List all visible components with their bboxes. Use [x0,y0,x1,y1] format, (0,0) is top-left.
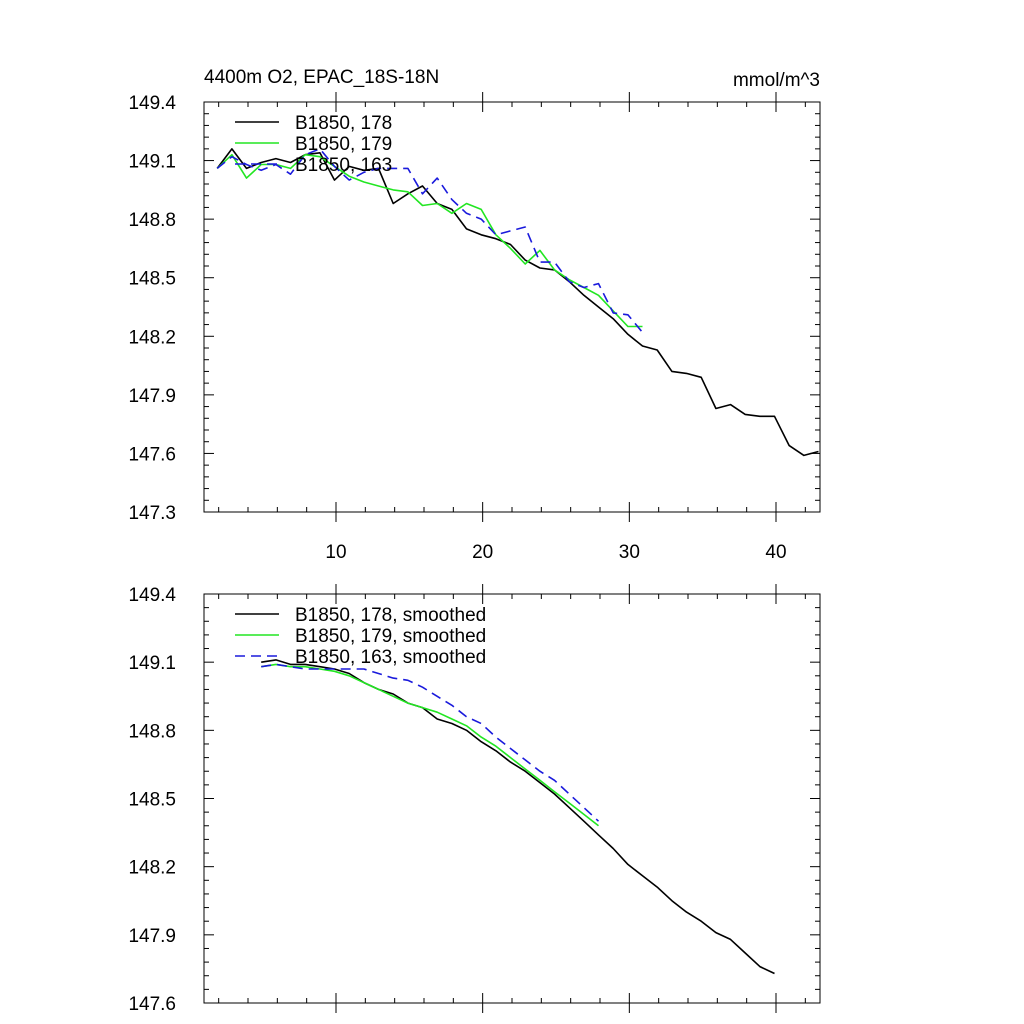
y-tick-label: 147.9 [128,926,176,947]
y-tick-label: 148.2 [128,858,176,879]
x-tick-label: 10 [325,542,346,563]
legend-label: B1850, 179, smoothed [295,626,486,647]
series-line-163 [261,663,600,822]
y-tick-label: 147.3 [128,503,176,524]
y-tick-label: 149.4 [128,585,176,606]
bottom-panel: 149.4 149.1 148.8 148.5 148.2 147.9 147.6 B1850… [128,584,821,1015]
legend-label: B1850, 179 [295,134,392,155]
x-tick-label: 30 [619,542,640,563]
x-tick-label: 40 [765,542,786,563]
y-tick-label: 149.4 [128,93,176,114]
legend-label: B1850, 178 [295,113,392,134]
x-tick-label: 20 [472,542,493,563]
chart-title: 4400m O2, EPAC_18S-18N [204,67,439,88]
legend-label: B1850, 163 [295,155,392,176]
series-line-179 [216,153,643,328]
y-tick-label: 148.5 [128,269,176,290]
legend-label: B1850, 163, smoothed [295,647,486,668]
y-tick-label: 148.8 [128,721,176,742]
y-tick-label: 148.8 [128,210,176,231]
legend-label: B1850, 178, smoothed [295,605,486,626]
y-tick-label: 147.9 [128,386,176,407]
y-tick-label: 149.1 [128,653,176,674]
y-tick-label: 148.5 [128,790,176,811]
top-panel: 149.4 149.1 148.8 148.5 148.2 147.9 147.6 147.3… [128,92,821,563]
series-line-178 [216,148,819,457]
y-tick-label: 148.2 [128,327,176,348]
y-tick-label: 147.6 [128,994,176,1015]
y-tick-label: 147.6 [128,444,176,465]
units-label: mmol/m^3 [733,70,820,91]
y-tick-label: 149.1 [128,152,176,173]
series-line-178 [261,659,775,975]
series-line-163 [216,148,644,333]
